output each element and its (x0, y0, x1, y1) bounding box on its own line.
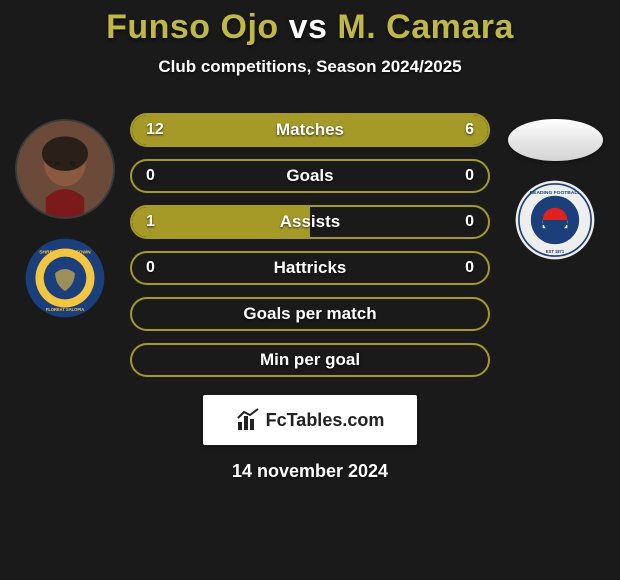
stat-rows: 126Matches00Goals10Assists00HattricksGoa… (130, 113, 490, 377)
reading-badge-icon: READING FOOTBALL EST 1871 (514, 179, 596, 261)
avatar-placeholder-icon (17, 121, 113, 217)
player2-club-badge: READING FOOTBALL EST 1871 (514, 179, 596, 261)
svg-text:EST 1871: EST 1871 (546, 249, 565, 254)
player2-avatar (508, 119, 603, 161)
title-player1: Funso Ojo (106, 8, 279, 46)
svg-text:SHREWSBURY TOWN: SHREWSBURY TOWN (39, 249, 91, 255)
stat-value-left: 0 (146, 259, 155, 277)
stat-fill-left (132, 207, 310, 237)
stat-value-left: 1 (146, 213, 155, 231)
comparison-grid: SHREWSBURY TOWN FLOREAT SALOPIA 126Match… (0, 113, 620, 377)
svg-text:FLOREAT SALOPIA: FLOREAT SALOPIA (46, 307, 84, 312)
stat-label: Hattricks (132, 258, 488, 278)
stat-row: 0 0Hattricks (130, 251, 490, 285)
shrewsbury-badge-icon: SHREWSBURY TOWN FLOREAT SALOPIA (24, 237, 106, 319)
stat-value-left: 0 (146, 167, 155, 185)
stat-label: Goals per match (132, 304, 488, 324)
chart-icon (236, 408, 260, 432)
page-title: Funso Ojo vs M. Camara (0, 8, 620, 47)
stat-value-right: 0 (465, 213, 474, 231)
title-vs: vs (289, 8, 328, 46)
stat-row: 0 0Goals (130, 159, 490, 193)
stat-value-right: 0 (465, 167, 474, 185)
left-column: SHREWSBURY TOWN FLOREAT SALOPIA (0, 113, 130, 319)
subtitle: Club competitions, Season 2024/2025 (0, 57, 620, 77)
comparison-card: Funso Ojo vs M. Camara Club competitions… (0, 0, 620, 482)
brand-text: FcTables.com (266, 410, 385, 431)
stat-value-right: 0 (465, 259, 474, 277)
date-text: 14 november 2024 (0, 461, 620, 482)
svg-text:READING FOOTBALL: READING FOOTBALL (530, 190, 581, 196)
stat-row: 10Assists (130, 205, 490, 239)
stat-value-left: 12 (146, 121, 164, 139)
stat-row: Goals per match (130, 297, 490, 331)
stat-fill-left (132, 115, 369, 145)
title-player2: M. Camara (337, 8, 513, 46)
player1-avatar (15, 119, 115, 219)
brand-badge[interactable]: FcTables.com (203, 395, 417, 445)
stat-label: Goals (132, 166, 488, 186)
stat-label: Min per goal (132, 350, 488, 370)
right-column: READING FOOTBALL EST 1871 (490, 113, 620, 261)
stat-value-right: 6 (465, 121, 474, 139)
player1-club-badge: SHREWSBURY TOWN FLOREAT SALOPIA (24, 237, 106, 319)
stat-row: Min per goal (130, 343, 490, 377)
stat-row: 126Matches (130, 113, 490, 147)
